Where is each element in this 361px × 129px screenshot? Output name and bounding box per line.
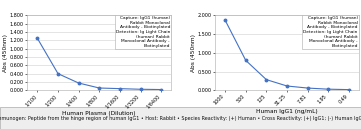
Text: Capture: IgG1 (human)
Rabbit Monoclonal
Antibody - Biotinylated
Detection: Ig Li: Capture: IgG1 (human) Rabbit Monoclonal … <box>116 16 170 48</box>
Text: Capture: IgG1 (human)
Rabbit Monoclonal
Antibody - Biotinylated
Detection: Ig Li: Capture: IgG1 (human) Rabbit Monoclonal … <box>303 16 358 48</box>
X-axis label: Human IgG1 (ng/mL): Human IgG1 (ng/mL) <box>256 109 318 114</box>
Y-axis label: Abs (450nm): Abs (450nm) <box>3 34 8 72</box>
X-axis label: Human Plasma (Dilution): Human Plasma (Dilution) <box>62 111 136 116</box>
Y-axis label: Abs (450nm): Abs (450nm) <box>191 34 196 72</box>
Text: Immunogen: Peptide from the hinge region of human IgG1 • Host: Rabbit • Species : Immunogen: Peptide from the hinge region… <box>0 116 361 120</box>
